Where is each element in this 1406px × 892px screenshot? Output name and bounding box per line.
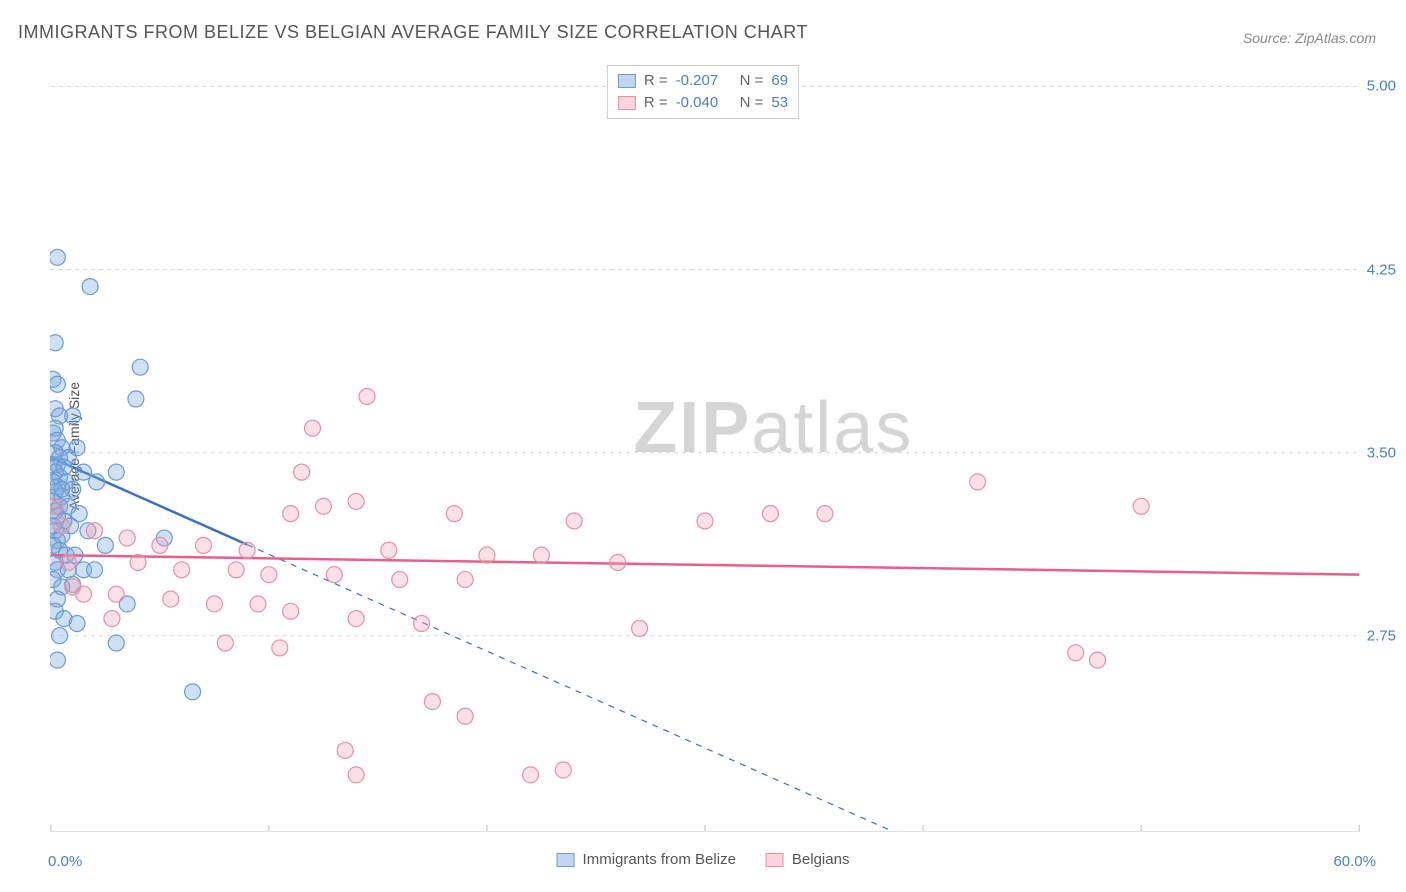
source-label: Source: ZipAtlas.com [1243,30,1376,46]
legend-series: Immigrants from Belize Belgians [557,851,850,868]
r-value: -0.207 [676,70,732,92]
r-label: R = [644,92,668,114]
y-tick-label: 5.00 [1367,78,1396,95]
y-tick-label: 3.50 [1367,445,1396,462]
legend-swatch [618,74,636,88]
r-label: R = [644,70,668,92]
legend-correlation-box: R = -0.207 N = 69 R = -0.040 N = 53 [607,65,799,119]
legend-series-item: Immigrants from Belize [557,851,736,868]
n-value: 69 [771,70,788,92]
legend-correlation-row: R = -0.040 N = 53 [618,92,788,114]
legend-series-item: Belgians [766,851,850,868]
n-value: 53 [771,92,788,114]
chart-title: IMMIGRANTS FROM BELIZE VS BELGIAN AVERAG… [18,22,808,43]
y-tick-label: 4.25 [1367,261,1396,278]
y-tick-label: 2.75 [1367,628,1396,645]
legend-swatch [766,853,784,867]
n-label: N = [740,92,764,114]
chart-area [50,62,1360,832]
legend-series-label: Belgians [792,851,850,868]
x-axis-min-label: 0.0% [48,853,82,870]
legend-swatch [618,96,636,110]
legend-swatch [557,853,575,867]
legend-series-label: Immigrants from Belize [583,851,736,868]
n-label: N = [740,70,764,92]
r-value: -0.040 [676,92,732,114]
x-axis-max-label: 60.0% [1333,853,1376,870]
legend-correlation-row: R = -0.207 N = 69 [618,70,788,92]
scatter-plot-svg [50,62,1360,831]
